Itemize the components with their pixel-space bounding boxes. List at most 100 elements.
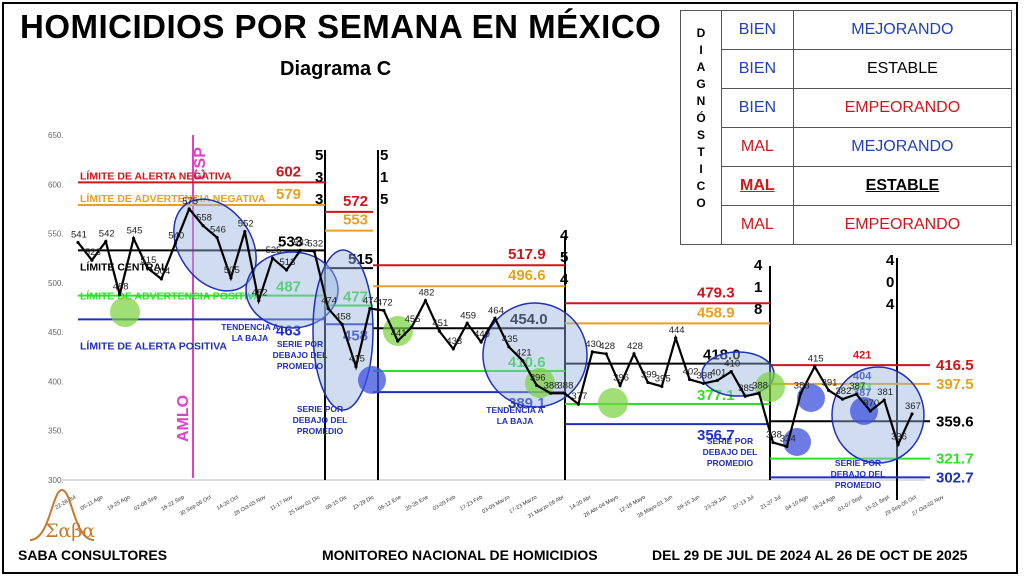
data-point: [437, 329, 441, 333]
data-label: 410: [724, 359, 740, 370]
data-point: [729, 369, 733, 374]
data-label: 401: [710, 367, 726, 378]
data-point: [118, 293, 122, 297]
data-point: [312, 249, 316, 253]
x-tick-label: 03-09 Marzo: [481, 495, 511, 516]
data-label: 367: [905, 401, 921, 412]
x-tick-label: 02-08 Sep: [133, 495, 158, 513]
x-tick-label: 19-25 Ago: [107, 495, 132, 513]
diagnostic-right-cell: EMPEORANDO: [792, 205, 1013, 245]
data-label: 515: [141, 255, 157, 266]
diagnostic-left-cell: MAL: [721, 166, 794, 206]
extra-value-lwl: 393: [853, 381, 871, 393]
data-point: [298, 248, 302, 252]
x-tick-label: 03-09 Feb: [432, 495, 457, 513]
data-point: [173, 241, 177, 246]
annotation-caption: SERIE POR: [835, 458, 881, 468]
data-label: 540: [168, 230, 184, 241]
data-label: 396: [530, 372, 546, 383]
limit-value-uwl: 397.5: [936, 376, 974, 393]
data-label: 399: [641, 369, 657, 380]
chart-title: HOMICIDIOS POR SEMANA EN MÉXICO: [20, 8, 662, 45]
data-label: 388: [558, 380, 574, 391]
data-label: 398: [697, 370, 713, 381]
diagnostic-right-cell: MEJORANDO: [792, 127, 1013, 167]
data-point: [257, 299, 261, 303]
period-marker-digit: 3: [315, 191, 323, 208]
data-label: 387: [849, 381, 865, 392]
data-point: [701, 381, 706, 385]
data-label: 504: [154, 266, 170, 277]
upper-warning-label: LÍMITE DE ADVERTENCIA NEGATIVA: [80, 192, 266, 205]
annotation-caption: PROMEDIO: [835, 480, 882, 490]
y-tick-label: 550.: [48, 230, 64, 239]
data-point: [340, 322, 344, 326]
x-tick-label: 22-28 Jul: [54, 495, 77, 512]
x-tick-label: 25 Nov-01 Dic: [288, 494, 321, 517]
diagnostic-row: MAL ESTABLE: [681, 166, 1013, 206]
y-tick-label: 300.: [48, 476, 64, 485]
limit-value-lwl: 377.1: [697, 387, 735, 404]
diagnostic-row: BIEN ESTABLE: [681, 49, 1013, 89]
alert-dot: [358, 366, 386, 394]
y-tick-label: 650.: [48, 131, 64, 140]
period-marker-digit: 4: [886, 296, 895, 313]
lower-warning-label: LÍMITE DE ADVERTENCIA POSITIVA: [80, 290, 261, 303]
limit-value-ucl: 572: [343, 193, 368, 210]
period-marker-digit: 0: [886, 274, 894, 291]
data-point: [271, 256, 275, 260]
data-point: [354, 365, 358, 369]
trend-ellipse: [173, 198, 257, 292]
data-point: [451, 347, 455, 351]
x-tick-label: 04-10 Ago: [785, 495, 810, 513]
y-tick-label: 500.: [48, 279, 64, 288]
data-point: [215, 235, 219, 240]
annotation-caption: SERIE POR: [707, 436, 753, 446]
period-marker-digit: 4: [754, 257, 763, 274]
diagnostic-right-cell: ESTABLE: [792, 166, 1013, 206]
limit-value-lcl: 356.7: [697, 427, 735, 444]
data-label: 388: [794, 380, 810, 391]
period-marker-digit: 4: [560, 271, 569, 288]
annotation-caption: SERIE POR: [297, 404, 343, 414]
y-tick-label: 350.: [48, 427, 64, 436]
data-label: 428: [599, 341, 615, 352]
data-point: [660, 384, 664, 388]
data-label: 542: [99, 228, 115, 239]
annotation-caption: PROMEDIO: [707, 458, 754, 468]
data-point: [90, 258, 94, 262]
limit-value-lwl: 477: [343, 289, 368, 306]
saba-logo: Σαβα: [45, 520, 96, 542]
data-label: 474: [363, 295, 379, 306]
period-marker-digit: 5: [380, 147, 388, 164]
x-tick-label: 07-13 Jul: [733, 495, 756, 512]
limit-value-uwl: 496.6: [508, 267, 546, 284]
data-label: 558: [196, 213, 212, 224]
limit-value-cl: 418.0: [703, 347, 741, 364]
period-marker-digit: 4: [560, 227, 569, 244]
data-point: [243, 230, 247, 234]
data-label: 433: [446, 336, 462, 347]
annotation-caption: SERIE POR: [277, 339, 323, 349]
data-point: [576, 402, 581, 406]
data-label: 382: [836, 386, 852, 397]
x-tick-label: 06-12 Ene: [378, 495, 403, 513]
data-label: 440: [474, 329, 490, 340]
data-label: 385: [738, 383, 754, 394]
data-label: 525: [266, 245, 282, 256]
period-marker-digit: 1: [380, 169, 388, 186]
y-tick-label: 450.: [48, 328, 64, 337]
x-tick-label: 21-27 Jul: [760, 495, 783, 512]
data-label: 388: [752, 380, 768, 391]
data-label: 396: [613, 372, 629, 383]
extra-value-lcl: 404: [853, 370, 872, 382]
warning-dot: [598, 388, 628, 418]
data-point: [827, 388, 831, 392]
data-point: [757, 391, 761, 395]
data-label: 395: [655, 373, 671, 384]
data-point: [465, 321, 469, 325]
data-label: 464: [488, 305, 504, 316]
limit-value-ucl: 602: [276, 163, 301, 180]
data-label: 523: [85, 247, 101, 258]
